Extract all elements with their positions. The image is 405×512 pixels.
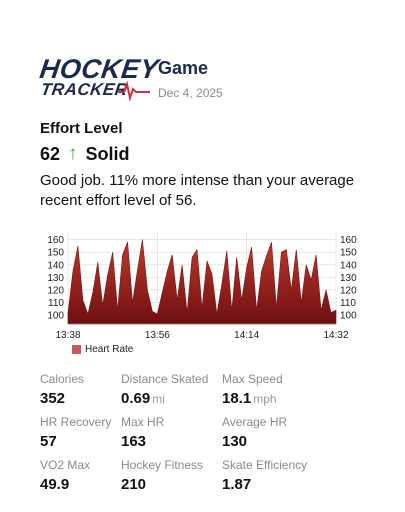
stat-label: Hockey Fitness: [121, 458, 204, 472]
y-tick-label-left: 120: [47, 285, 64, 296]
stat-number: 130: [222, 433, 248, 450]
stat-label: VO2 Max: [40, 458, 91, 472]
game-title-block: Game Dec 4, 2025: [158, 58, 223, 100]
stat-number: 163: [121, 433, 147, 450]
heartbeat-line-icon: [118, 80, 150, 102]
x-tick-label: 14:14: [234, 330, 259, 341]
stat-value: 352: [40, 390, 84, 407]
stat-average-hr: Average HR 130: [222, 415, 287, 450]
stat-calories: Calories 352: [40, 372, 84, 407]
hockey-tracker-logo: HOCKEY TRACKER: [38, 54, 161, 102]
stat-label: Skate Efficiency: [222, 458, 308, 472]
stat-value: 210: [121, 476, 203, 493]
y-tick-label-left: 140: [47, 260, 64, 271]
effort-description: Good job. 11% more intense than your ave…: [40, 172, 355, 209]
heart-rate-series: [67, 239, 337, 325]
stat-label: Max Speed: [222, 372, 283, 386]
x-tick-label: 14:32: [323, 330, 348, 341]
stat-label: Max HR: [121, 415, 165, 429]
y-tick-label-left: 110: [48, 298, 64, 309]
stat-number: 49.9: [40, 476, 70, 493]
effort-level-value: 62: [40, 143, 61, 164]
y-tick-label-right: 100: [340, 311, 357, 322]
y-tick-label-right: 120: [340, 285, 357, 296]
stat-number: 18.1: [222, 390, 252, 407]
y-tick-label-right: 110: [340, 298, 356, 309]
stat-value: 49.9: [40, 476, 90, 493]
stat-label: HR Recovery: [40, 415, 112, 429]
stat-value: 0.69 mi: [121, 390, 208, 407]
legend-swatch: [72, 345, 81, 354]
stat-value: 18.1 mph: [222, 390, 283, 407]
y-tick-label-left: 100: [47, 311, 64, 322]
stat-label: Distance Skated: [121, 372, 209, 386]
stat-number: 352: [40, 390, 66, 407]
y-tick-label-right: 160: [340, 235, 357, 246]
chart-legend: Heart Rate: [72, 344, 133, 355]
y-tick-label-right: 150: [340, 248, 357, 259]
y-tick-label-right: 140: [340, 260, 357, 271]
stat-value: 57: [40, 433, 111, 450]
stat-number: 0.69: [121, 390, 151, 407]
stat-distance-skated: Distance Skated 0.69 mi: [121, 372, 208, 407]
effort-level-row: 62 ↑ Solid: [40, 143, 370, 165]
stat-hr-recovery: HR Recovery 57: [40, 415, 111, 450]
stat-skate-efficiency: Skate Efficiency 1.87: [222, 458, 307, 493]
stat-max-speed: Max Speed 18.1 mph: [222, 372, 283, 407]
stat-unit: mi: [152, 392, 165, 406]
heart-rate-chart: 100 100 110 110 120 120 130 130 140 140 150 150 160 1…: [40, 226, 370, 362]
stat-hockey-fitness: Hockey Fitness 210: [121, 458, 203, 493]
stat-number: 57: [40, 433, 57, 450]
stat-value: 163: [121, 433, 164, 450]
x-tick-label: 13:38: [55, 330, 80, 341]
effort-level-rating: Solid: [85, 143, 130, 164]
y-tick-label-left: 130: [47, 273, 64, 284]
effort-section: Effort Level 62 ↑ Solid Good job. 11% mo…: [40, 120, 370, 211]
stat-number: 1.87: [222, 476, 252, 493]
y-tick-label-left: 150: [47, 248, 64, 259]
game-title: Game: [158, 58, 209, 78]
game-date: Dec 4, 2025: [158, 86, 223, 100]
effort-level-label: Effort Level: [40, 120, 123, 137]
y-tick-label-left: 160: [47, 235, 64, 246]
stat-label: Calories: [40, 372, 85, 386]
stat-label: Average HR: [222, 415, 288, 429]
stat-max-hr: Max HR 163: [121, 415, 164, 450]
stat-value: 1.87: [222, 476, 307, 493]
legend-label: Heart Rate: [85, 344, 134, 355]
stat-vo2-max: VO2 Max 49.9: [40, 458, 90, 493]
arrow-up-icon: ↑: [68, 143, 78, 164]
stat-value: 130: [222, 433, 287, 450]
header: HOCKEY TRACKER Game Dec 4, 2025: [38, 54, 370, 102]
stat-unit: mph: [253, 392, 277, 406]
y-tick-label-right: 130: [340, 273, 357, 284]
x-tick-label: 13:56: [145, 330, 170, 341]
stat-number: 210: [121, 476, 147, 493]
